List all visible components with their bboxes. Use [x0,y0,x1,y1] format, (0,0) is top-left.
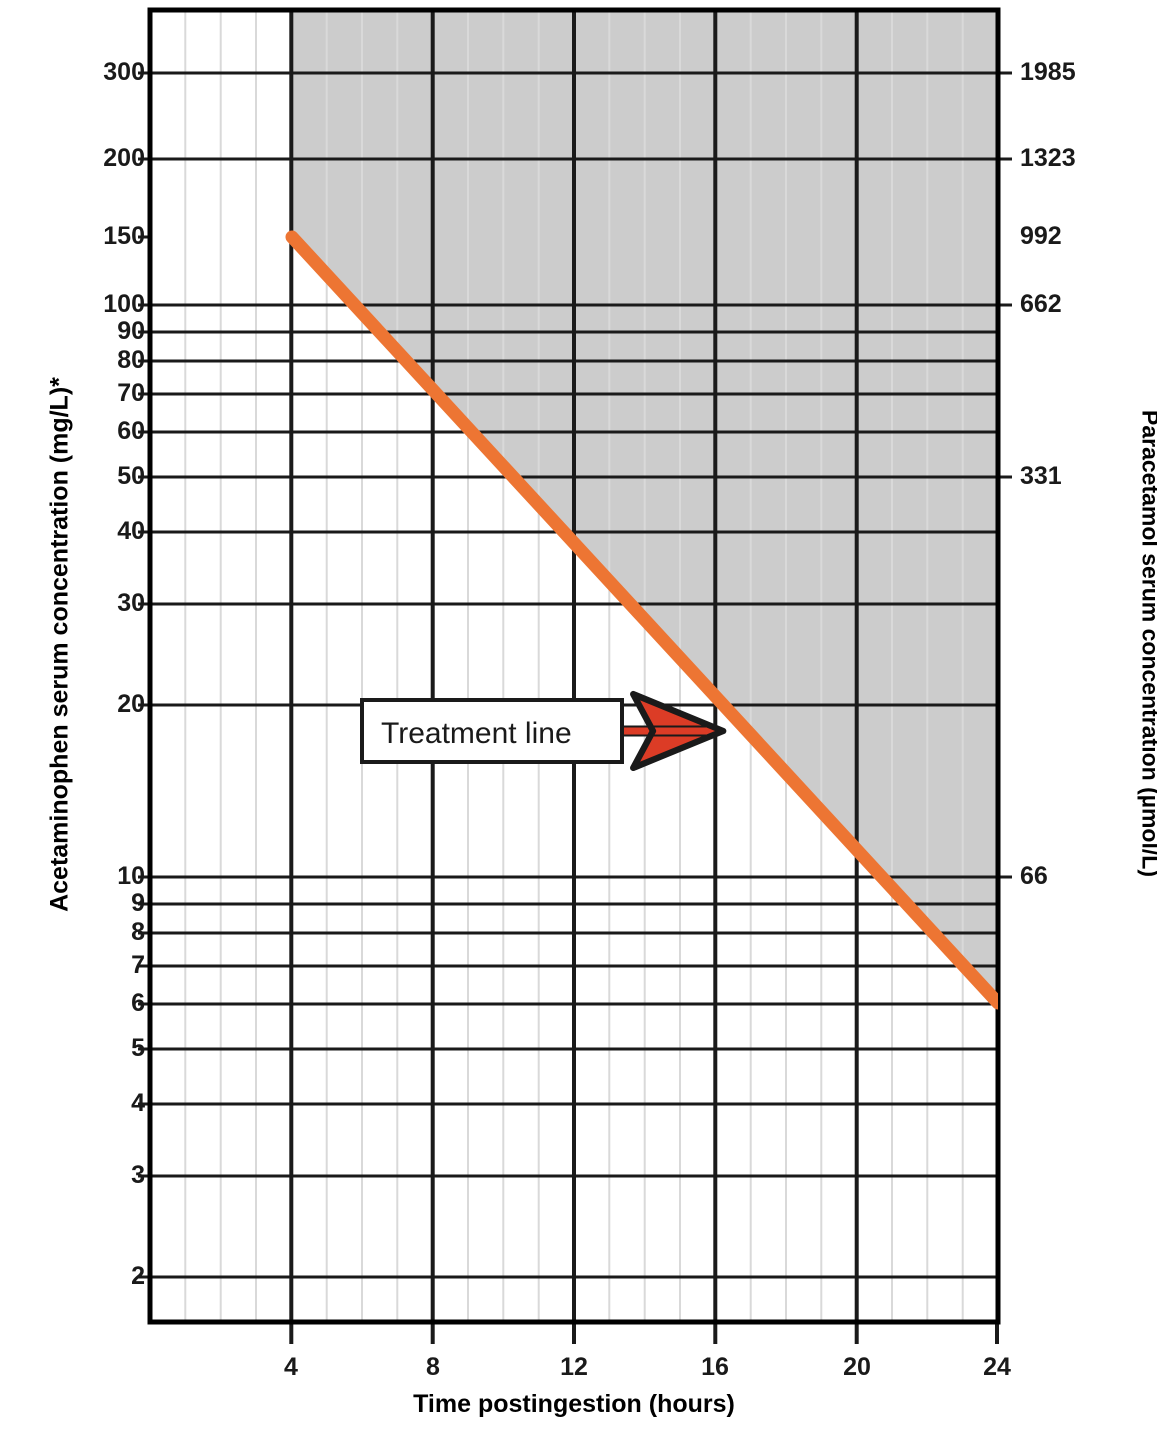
x-tick-16: 16 [701,1353,729,1381]
x-tick-8: 8 [426,1353,440,1381]
y-left-tick-5: 5 [131,1034,145,1062]
x-axis-ticks [289,1322,999,1344]
y-left-tick-300: 300 [103,58,145,86]
y-left-tick-150: 150 [103,222,145,250]
plot-frame [147,7,1001,1325]
x-axis-title: Time postingestion (hours) [413,1390,735,1418]
x-tick-24: 24 [983,1353,1011,1381]
y-left-tick-40: 40 [117,517,145,545]
y-right-tick-662: 662 [1020,290,1062,318]
y-left-tick-6: 6 [131,989,145,1017]
y-left-tick-30: 30 [117,589,145,617]
y-left-tick-10: 10 [117,862,145,890]
y-left-tick-70: 70 [117,379,145,407]
y-left-tick-60: 60 [117,417,145,445]
y-right-tick-992: 992 [1020,222,1062,250]
y-left-tick-50: 50 [117,462,145,490]
y-left-tick-8: 8 [131,918,145,946]
y-left-tick-9: 9 [131,889,145,917]
y-right-tick-1985: 1985 [1020,58,1076,86]
x-tick-20: 20 [843,1353,871,1381]
y-right-tick-331: 331 [1020,462,1062,490]
y-left-tick-100: 100 [103,290,145,318]
y-left-tick-4: 4 [131,1089,145,1117]
y-left-tick-7: 7 [131,951,145,979]
callout-box [360,698,624,764]
y-axis-left-title: Acetaminophen serum concentration (mg/L)… [45,377,74,912]
y-left-tick-90: 90 [117,317,145,345]
y-right-tick-66: 66 [1020,862,1048,890]
y-left-tick-3: 3 [131,1161,145,1189]
y-left-tick-20: 20 [117,690,145,718]
y-left-tick-80: 80 [117,346,145,374]
treatment-line [285,230,998,1010]
callout-label: Treatment line [381,717,572,750]
x-tick-12: 12 [560,1353,588,1381]
y-left-tick-2: 2 [131,1262,145,1290]
y-axis-right-title: Paracetamol serum concentration (µmol/L) [1137,410,1157,877]
y-left-tick-200: 200 [103,144,145,172]
y-right-tick-1323: 1323 [1020,144,1076,172]
x-tick-4: 4 [284,1353,298,1381]
